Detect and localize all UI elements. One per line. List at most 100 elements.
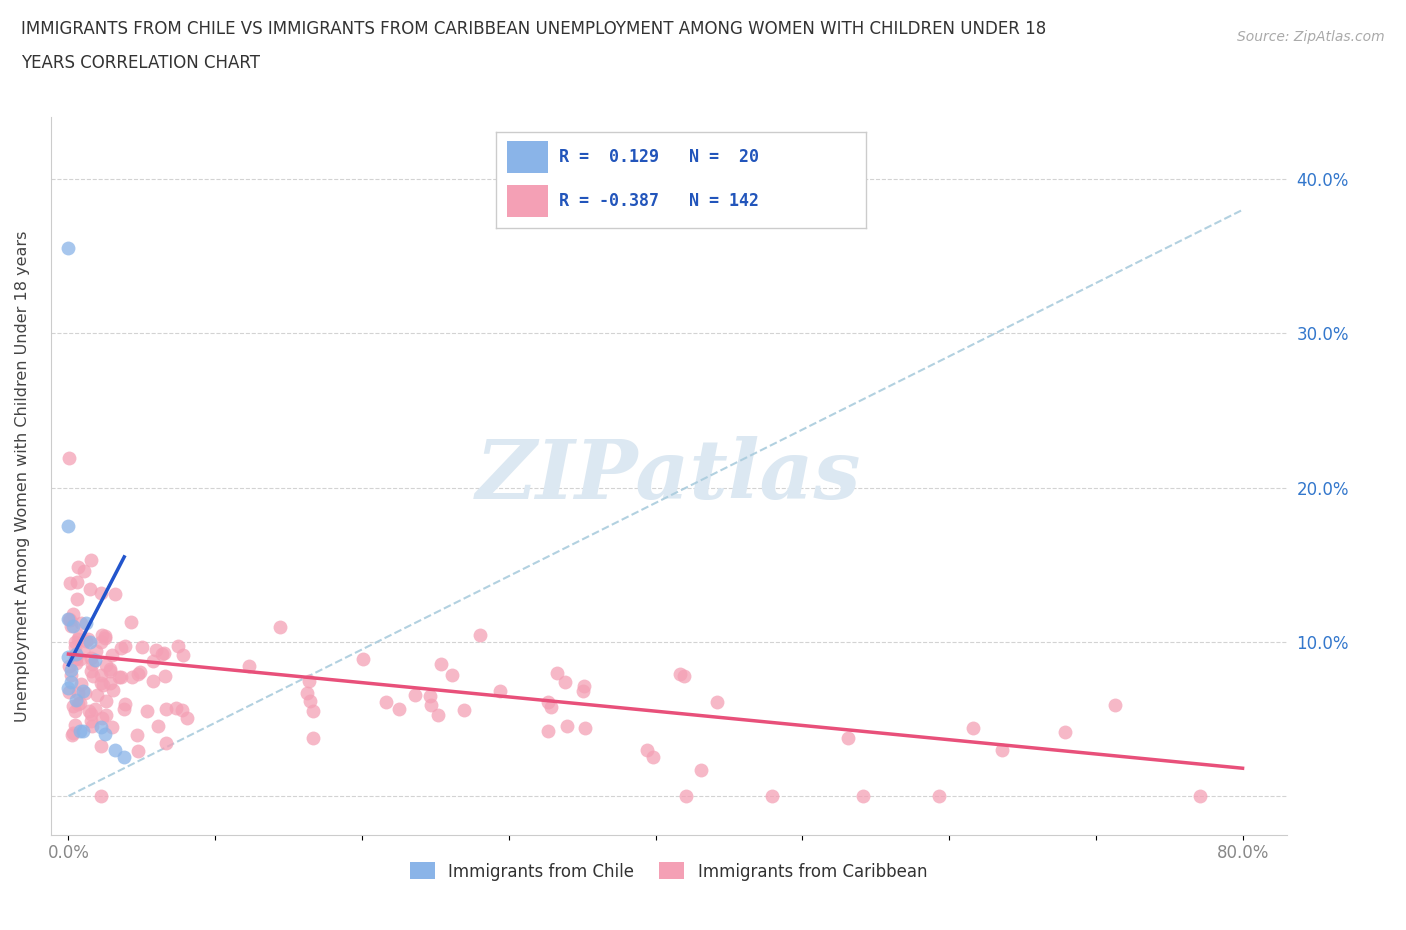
Point xyxy=(142,654,165,669)
Point xyxy=(65,656,87,671)
Point xyxy=(58,611,80,626)
Point xyxy=(58,519,80,534)
Point xyxy=(101,719,124,734)
Point xyxy=(108,670,131,684)
Point xyxy=(537,695,560,710)
Point xyxy=(79,581,101,596)
Point xyxy=(66,631,89,646)
Point xyxy=(58,681,80,696)
Point xyxy=(129,665,152,680)
Point xyxy=(488,684,510,698)
Point xyxy=(114,697,136,711)
Point xyxy=(90,739,112,754)
Point xyxy=(101,683,124,698)
Point xyxy=(419,698,441,712)
Point xyxy=(75,633,97,648)
Point xyxy=(572,679,595,694)
Point xyxy=(554,674,576,689)
Point xyxy=(94,694,117,709)
Point xyxy=(297,685,319,700)
Point xyxy=(66,575,89,590)
Point xyxy=(537,724,560,738)
Point xyxy=(127,667,149,682)
Point xyxy=(96,708,118,723)
Point xyxy=(72,644,94,658)
Point xyxy=(84,644,107,658)
Point xyxy=(837,730,859,745)
Point xyxy=(59,668,82,683)
Point xyxy=(555,718,578,733)
Point xyxy=(58,451,80,466)
Point xyxy=(90,676,112,691)
Point xyxy=(80,707,103,722)
Point xyxy=(62,618,84,633)
Point xyxy=(82,719,104,734)
Point xyxy=(94,727,117,742)
Point xyxy=(59,613,82,628)
Point xyxy=(66,591,89,606)
Point xyxy=(131,640,153,655)
Point xyxy=(706,695,728,710)
Point xyxy=(80,657,103,671)
Point xyxy=(540,699,562,714)
Point xyxy=(86,687,108,702)
Point xyxy=(69,724,91,738)
Point xyxy=(572,684,595,698)
Point xyxy=(112,750,135,764)
Point xyxy=(90,586,112,601)
Point xyxy=(90,634,112,649)
Point xyxy=(79,713,101,728)
Point xyxy=(689,763,711,777)
Point xyxy=(172,647,194,662)
Point xyxy=(62,725,84,740)
Point xyxy=(58,650,80,665)
Point xyxy=(238,659,260,674)
Point xyxy=(153,645,176,660)
Point xyxy=(852,789,875,804)
Point xyxy=(962,721,984,736)
Point xyxy=(453,702,475,717)
Point xyxy=(1053,724,1076,739)
Point xyxy=(142,673,165,688)
Point xyxy=(72,564,94,578)
Point xyxy=(302,704,325,719)
Point xyxy=(59,618,82,633)
Point xyxy=(114,638,136,653)
Point xyxy=(69,616,91,631)
Point xyxy=(104,742,127,757)
Point xyxy=(79,552,101,567)
Point xyxy=(90,711,112,725)
Point xyxy=(80,664,103,679)
Point xyxy=(672,669,695,684)
Point xyxy=(352,651,374,666)
Point xyxy=(60,727,83,742)
Point xyxy=(98,664,121,679)
Point xyxy=(62,607,84,622)
Point xyxy=(176,711,198,725)
Point xyxy=(112,702,135,717)
Point xyxy=(79,634,101,649)
Point xyxy=(1104,698,1126,712)
Point xyxy=(120,615,142,630)
Point xyxy=(430,657,453,671)
Point xyxy=(302,731,325,746)
Point xyxy=(121,670,143,684)
Point xyxy=(69,676,91,691)
Point xyxy=(63,652,86,667)
Point xyxy=(641,750,664,764)
Point xyxy=(67,697,90,711)
Point xyxy=(1189,789,1212,804)
Point xyxy=(155,736,177,751)
Point xyxy=(148,718,170,733)
Point xyxy=(375,695,398,710)
Point xyxy=(65,646,87,661)
Point xyxy=(440,668,463,683)
Point xyxy=(98,661,121,676)
Point xyxy=(135,704,157,719)
Point xyxy=(125,728,148,743)
Point xyxy=(58,658,80,673)
Point xyxy=(90,668,112,683)
Point xyxy=(60,674,83,689)
Point xyxy=(110,670,132,684)
Point xyxy=(675,789,697,804)
